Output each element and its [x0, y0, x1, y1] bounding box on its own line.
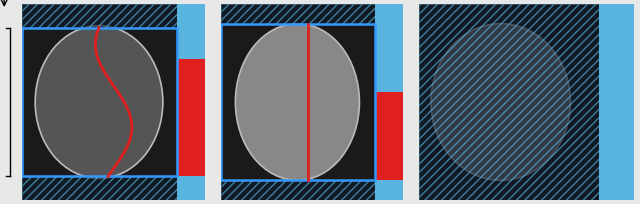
- Bar: [375, 4, 403, 92]
- Bar: [177, 4, 205, 59]
- Ellipse shape: [236, 24, 360, 180]
- Bar: [375, 92, 403, 180]
- Text: $I$: $I$: [0, 96, 1, 108]
- Bar: [221, 24, 375, 180]
- Bar: [22, 4, 205, 28]
- Ellipse shape: [431, 24, 570, 180]
- Bar: [221, 4, 403, 24]
- Bar: [375, 180, 403, 200]
- Bar: [599, 4, 634, 200]
- Bar: [22, 176, 205, 200]
- Ellipse shape: [35, 26, 163, 178]
- Bar: [177, 176, 205, 200]
- Bar: [221, 180, 403, 200]
- Bar: [177, 59, 205, 176]
- Bar: [22, 28, 177, 176]
